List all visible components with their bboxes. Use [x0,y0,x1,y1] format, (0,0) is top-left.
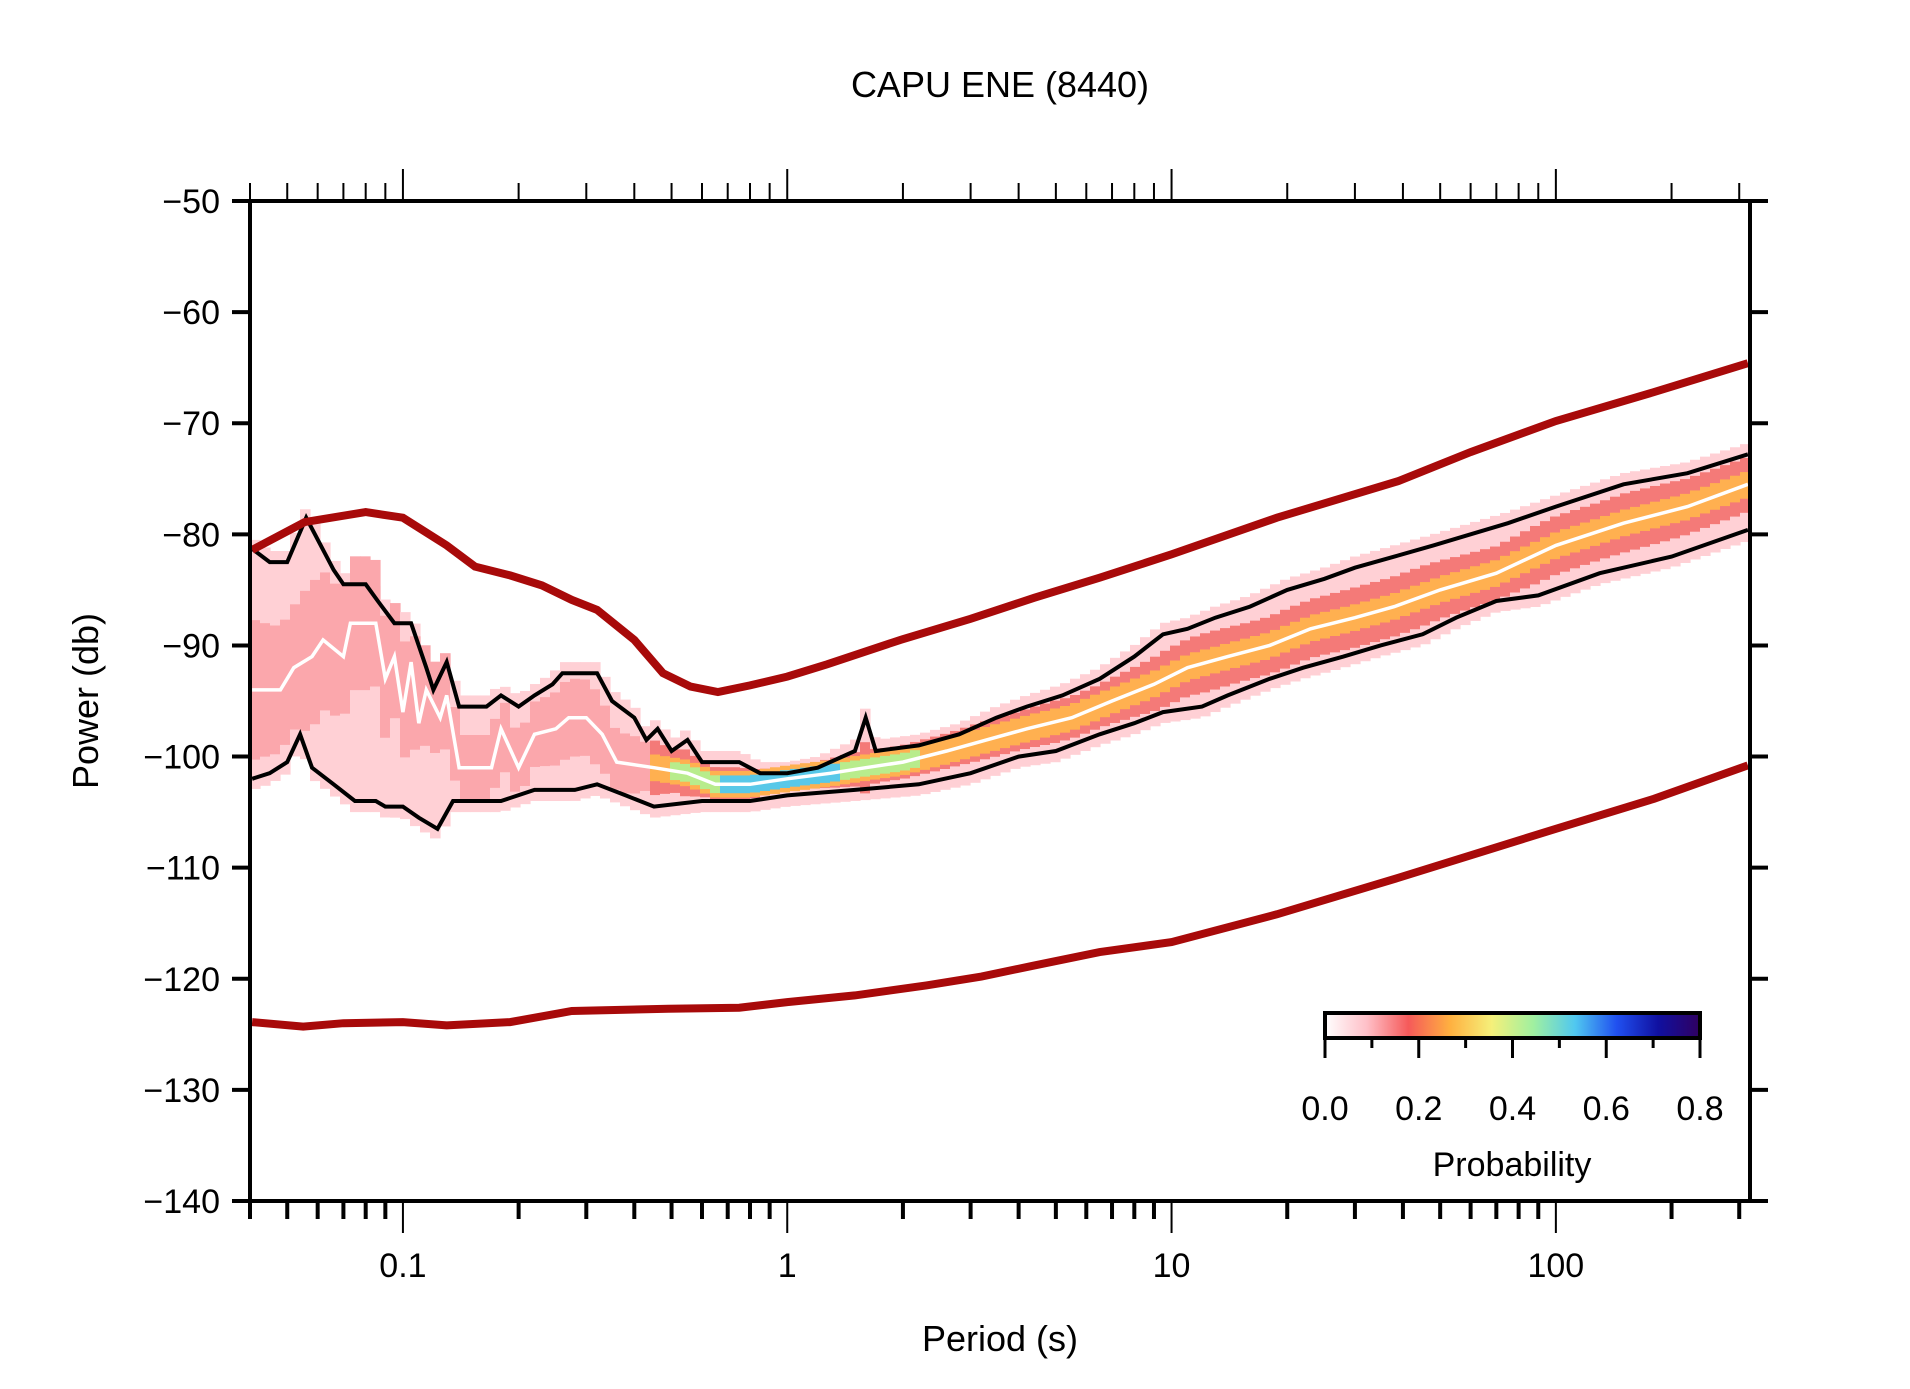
y-axis-label: Power (db) [65,613,106,789]
y-tick-label: −140 [143,1183,220,1221]
colorbar-tick-label: 0.8 [1676,1090,1723,1128]
colorbar-tick-label: 0.4 [1489,1090,1536,1128]
x-tick-label: 1 [778,1247,797,1285]
plot-frame [248,199,1752,1203]
colorbar-tick-label: 0.0 [1301,1090,1348,1128]
colorbar-legend: 0.0 0.2 0.4 0.6 0.8 Probability [1301,1011,1724,1184]
colorbar-tick-label: 0.2 [1395,1090,1442,1128]
high-noise-model-line [250,359,1750,697]
pdf-band [250,444,1750,839]
y-tick-label: −100 [143,739,220,777]
pdf-band-cell [430,675,441,839]
x-axis-label: Period (s) [922,1318,1078,1359]
y-tick-label: −70 [162,405,220,443]
colorbar-tick-label: 0.6 [1583,1090,1630,1128]
10th-percentile-line [251,528,1749,832]
y-tick-label: −80 [162,516,220,554]
mode-line [252,482,1749,787]
y-tick-label: −110 [146,850,220,888]
y-tick-label: −50 [162,183,220,221]
colorbar-gradient [1323,1011,1702,1040]
chart-title: CAPU ENE (8440) [851,64,1149,105]
90th-percentile-line [250,452,1749,776]
y-axis: −50 −60 −70 −80 −90 −100 −110 −120 −130 −140 [143,183,1768,1221]
pdf-band-cell [350,573,361,813]
x-axis: 0.1 1 10 100 [248,169,1742,1285]
pdf-band-cell [360,573,371,813]
x-tick-label: 100 [1527,1247,1584,1285]
y-tick-label: −130 [143,1072,220,1110]
y-tick-label: −120 [143,961,220,999]
y-tick-label: −90 [162,627,220,665]
x-tick-label: 10 [1153,1247,1191,1285]
pdf-band-cell [370,586,381,813]
x-tick-label: 0.1 [379,1247,426,1285]
colorbar-label: Probability [1433,1146,1592,1184]
y-tick-label: −60 [162,294,220,332]
series-layer [250,359,1750,1031]
low-noise-model-line [251,761,1750,1031]
